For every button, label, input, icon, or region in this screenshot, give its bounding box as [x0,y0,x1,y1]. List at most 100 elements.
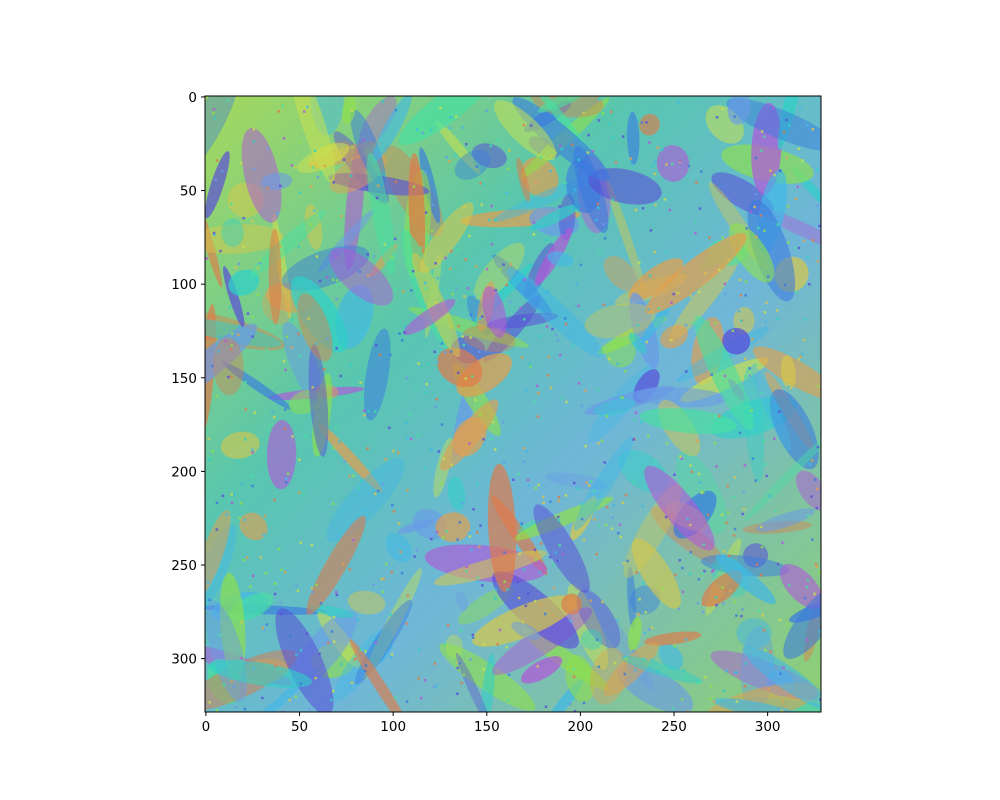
image-speckle [242,216,245,220]
image-speckle [608,357,611,360]
image-speckle [340,214,343,218]
image-speckle [206,581,210,584]
image-speckle [335,283,339,287]
image-speckle [505,191,508,195]
image-speckle [284,368,287,372]
image-speckle [494,588,498,591]
image-speckle [807,282,811,286]
image-speckle [642,657,645,661]
image-speckle [233,492,236,496]
image-speckle [811,128,815,131]
image-speckle [781,541,784,544]
image-texture [385,533,413,563]
image-speckle [397,522,401,525]
image-speckle [461,335,464,338]
image-speckle [227,375,230,379]
image-speckle [545,325,549,328]
image-speckle [723,374,727,378]
image-texture [533,96,586,148]
image-speckle [405,377,409,380]
image-speckle [704,676,707,679]
image-speckle [557,558,561,562]
image-speckle [709,685,713,688]
image-speckle [522,568,526,571]
image-speckle [601,600,604,604]
image-speckle [240,482,244,486]
image-speckle [760,149,763,152]
image-speckle [735,614,738,617]
image-speckle [647,308,650,311]
image-speckle [440,482,443,485]
image-texture [722,327,751,355]
image-speckle [785,156,789,160]
image-speckle [706,513,710,517]
image-texture [398,96,495,145]
image-speckle [230,501,234,505]
image-speckle [273,592,277,596]
image-speckle [585,481,588,484]
image-speckle [522,318,526,321]
image-speckle [335,593,339,597]
image-speckle [598,251,601,255]
image-speckle [394,696,397,700]
image-speckle [634,208,637,212]
image-speckle [733,527,737,531]
image-speckle [557,499,561,503]
image-speckle [816,487,819,491]
image-speckle [332,181,336,184]
image-speckle [798,106,802,110]
image-speckle [680,698,684,701]
image-texture [312,373,333,457]
image-texture [472,143,507,169]
image-texture [603,255,638,292]
image-speckle [678,159,682,163]
image-speckle [551,327,554,331]
image-texture [326,458,405,543]
image-speckle [697,290,701,294]
image-speckle [499,267,502,271]
image-speckle [494,288,498,292]
image-speckle [243,438,247,441]
image-speckle [720,513,724,517]
image-speckle [778,410,781,413]
image-speckle [665,163,668,166]
image-speckle [291,435,294,438]
image-speckle [501,421,505,424]
image-speckle [815,168,819,171]
y-tick-label: 100 [171,277,197,293]
image-speckle [645,340,648,344]
image-speckle [381,483,384,486]
image-speckle [252,574,255,578]
image-texture [435,512,471,542]
image-speckle [516,580,519,584]
image-speckle [343,460,346,463]
image-speckle [732,495,736,499]
image-speckle [651,164,655,168]
image-speckle [571,344,575,348]
image-speckle [229,347,233,351]
y-tick-label: 150 [171,371,197,387]
image-speckle [694,231,697,235]
image-speckle [311,166,315,169]
image-speckle [508,300,512,304]
image-speckle [591,150,595,153]
image-speckle [272,415,276,419]
image-speckle [279,601,282,605]
image-speckle [410,289,413,292]
image-speckle [665,441,669,445]
image-speckle [384,458,387,461]
image-texture [644,631,702,646]
image-speckle [806,255,810,259]
image-speckle [296,589,300,592]
image-speckle [491,421,495,424]
image-speckle [479,412,482,416]
image-speckle [273,582,277,585]
image-speckle [326,641,330,645]
image-speckle [549,500,552,503]
image-speckle [455,287,458,290]
image-texture [205,309,285,351]
image-speckle [528,363,532,366]
image-speckle [401,339,404,342]
image-speckle [811,239,815,242]
image-speckle [394,180,398,184]
